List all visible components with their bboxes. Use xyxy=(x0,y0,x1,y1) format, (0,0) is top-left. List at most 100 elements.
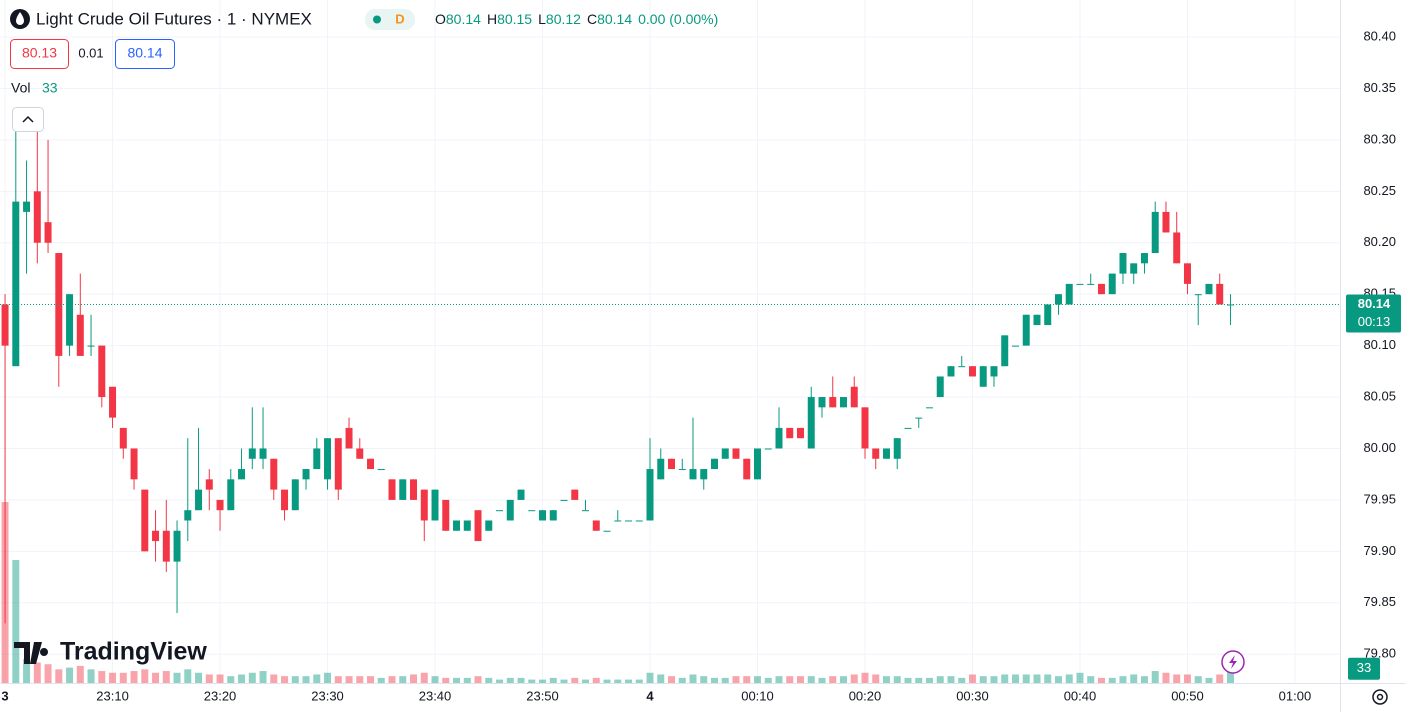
candle-body xyxy=(1216,283,1224,305)
volume-bar xyxy=(313,674,321,683)
candle-body xyxy=(990,366,998,377)
candle-body xyxy=(162,530,170,562)
plot-background xyxy=(0,0,1340,683)
volume-bar xyxy=(807,676,815,683)
volume-bar xyxy=(410,674,418,683)
y-tick-label: 80.20 xyxy=(1363,234,1396,249)
volume-bar xyxy=(668,676,675,683)
volume-bar xyxy=(76,665,84,683)
candle-body xyxy=(302,469,310,480)
collapse-button[interactable] xyxy=(12,107,44,132)
ask-price: 80.14 xyxy=(127,45,162,61)
volume-bar xyxy=(270,674,278,683)
volume-bar xyxy=(98,671,106,683)
candle-body xyxy=(872,448,880,459)
y-tick-label: 80.00 xyxy=(1363,440,1396,455)
volume-bar xyxy=(291,676,299,683)
volume-tag xyxy=(1348,657,1380,680)
logo-text: TradingView xyxy=(60,638,207,666)
y-tick-label: 80.05 xyxy=(1363,388,1396,403)
volume-bar xyxy=(119,672,127,683)
candle-body xyxy=(1044,304,1052,326)
settings-button[interactable] xyxy=(1372,689,1388,705)
volume-bar xyxy=(334,676,342,683)
candle-body xyxy=(1140,253,1148,264)
drop-icon xyxy=(16,12,24,25)
candle-body xyxy=(754,448,761,480)
candle-body xyxy=(603,530,611,532)
candle-body xyxy=(582,510,590,512)
candle-body xyxy=(98,345,106,398)
candle-body xyxy=(238,469,246,480)
bid-box[interactable] xyxy=(10,39,69,69)
status-pill[interactable] xyxy=(365,9,415,30)
volume-bar xyxy=(517,677,525,683)
volume-bar xyxy=(1226,671,1234,683)
candle-body xyxy=(76,314,84,356)
candle-body xyxy=(12,201,20,367)
candle-body xyxy=(743,458,751,480)
candle-body xyxy=(968,366,976,377)
legend-key: O xyxy=(435,11,446,27)
volume-bar xyxy=(506,677,514,683)
volume-bar xyxy=(893,676,901,683)
y-tick-label: 80.30 xyxy=(1363,131,1396,146)
candle-body xyxy=(1194,294,1202,296)
volume-bar xyxy=(549,677,557,683)
volume-bar xyxy=(195,672,203,683)
volume-bar xyxy=(646,672,654,683)
volume-bar xyxy=(764,677,772,683)
volume-bar xyxy=(1173,674,1181,683)
x-tick-label: 23:40 xyxy=(419,688,452,703)
candle-body xyxy=(431,489,439,521)
candle-body xyxy=(1076,283,1084,285)
logo-icon xyxy=(14,642,49,664)
volume-bar xyxy=(281,676,289,683)
volume-bar xyxy=(431,676,439,683)
volume-bar xyxy=(184,669,192,683)
volume-bar xyxy=(44,664,52,683)
volume-bar xyxy=(968,674,976,683)
candle-body xyxy=(1065,283,1073,305)
volume-bar xyxy=(216,674,224,683)
volume-bar xyxy=(689,674,697,683)
x-tick-label: 23:30 xyxy=(311,688,344,703)
candle-body xyxy=(1022,314,1030,346)
volume-tag-text: 33 xyxy=(1357,660,1371,675)
candle-body xyxy=(173,530,181,562)
y-tick-label: 80.35 xyxy=(1363,80,1396,95)
candle-body xyxy=(1205,283,1213,295)
volume-bar xyxy=(152,672,160,683)
volume-bar xyxy=(302,676,310,683)
candle-body xyxy=(216,499,224,511)
volume-bar xyxy=(1183,674,1191,683)
price-tag xyxy=(1346,294,1401,333)
volume-bar xyxy=(797,676,804,683)
volume-bar xyxy=(356,676,364,683)
y-tick-label: 79.80 xyxy=(1363,646,1396,661)
candle-body xyxy=(313,448,321,470)
y-tick-label: 79.95 xyxy=(1363,491,1396,506)
volume-bar xyxy=(539,679,547,683)
x-tick-label: 23:20 xyxy=(204,688,237,703)
lightning-icon xyxy=(1229,655,1237,669)
volume-bar xyxy=(1044,674,1052,683)
volume-bar xyxy=(915,677,923,683)
y-tick-label: 80.40 xyxy=(1363,28,1396,43)
volume-bar xyxy=(786,676,794,683)
candle-body xyxy=(839,397,847,408)
candle-body xyxy=(818,397,826,408)
candle-body xyxy=(721,448,729,459)
symbol-title[interactable]: Light Crude Oil Futures · 1 · NYMEX xyxy=(36,9,312,28)
volume-bar xyxy=(1216,674,1224,683)
legend-change: 0.00 (0.00%) xyxy=(638,11,718,27)
volume-bar xyxy=(130,671,138,683)
candle-body xyxy=(764,448,772,450)
candle-body xyxy=(152,530,160,542)
candle-body xyxy=(259,448,267,459)
candle-body xyxy=(668,458,675,470)
volume-bar xyxy=(882,676,890,683)
legend-key: L xyxy=(538,11,546,27)
ask-box[interactable] xyxy=(115,39,175,69)
legend-value: 80.14 xyxy=(446,11,481,27)
